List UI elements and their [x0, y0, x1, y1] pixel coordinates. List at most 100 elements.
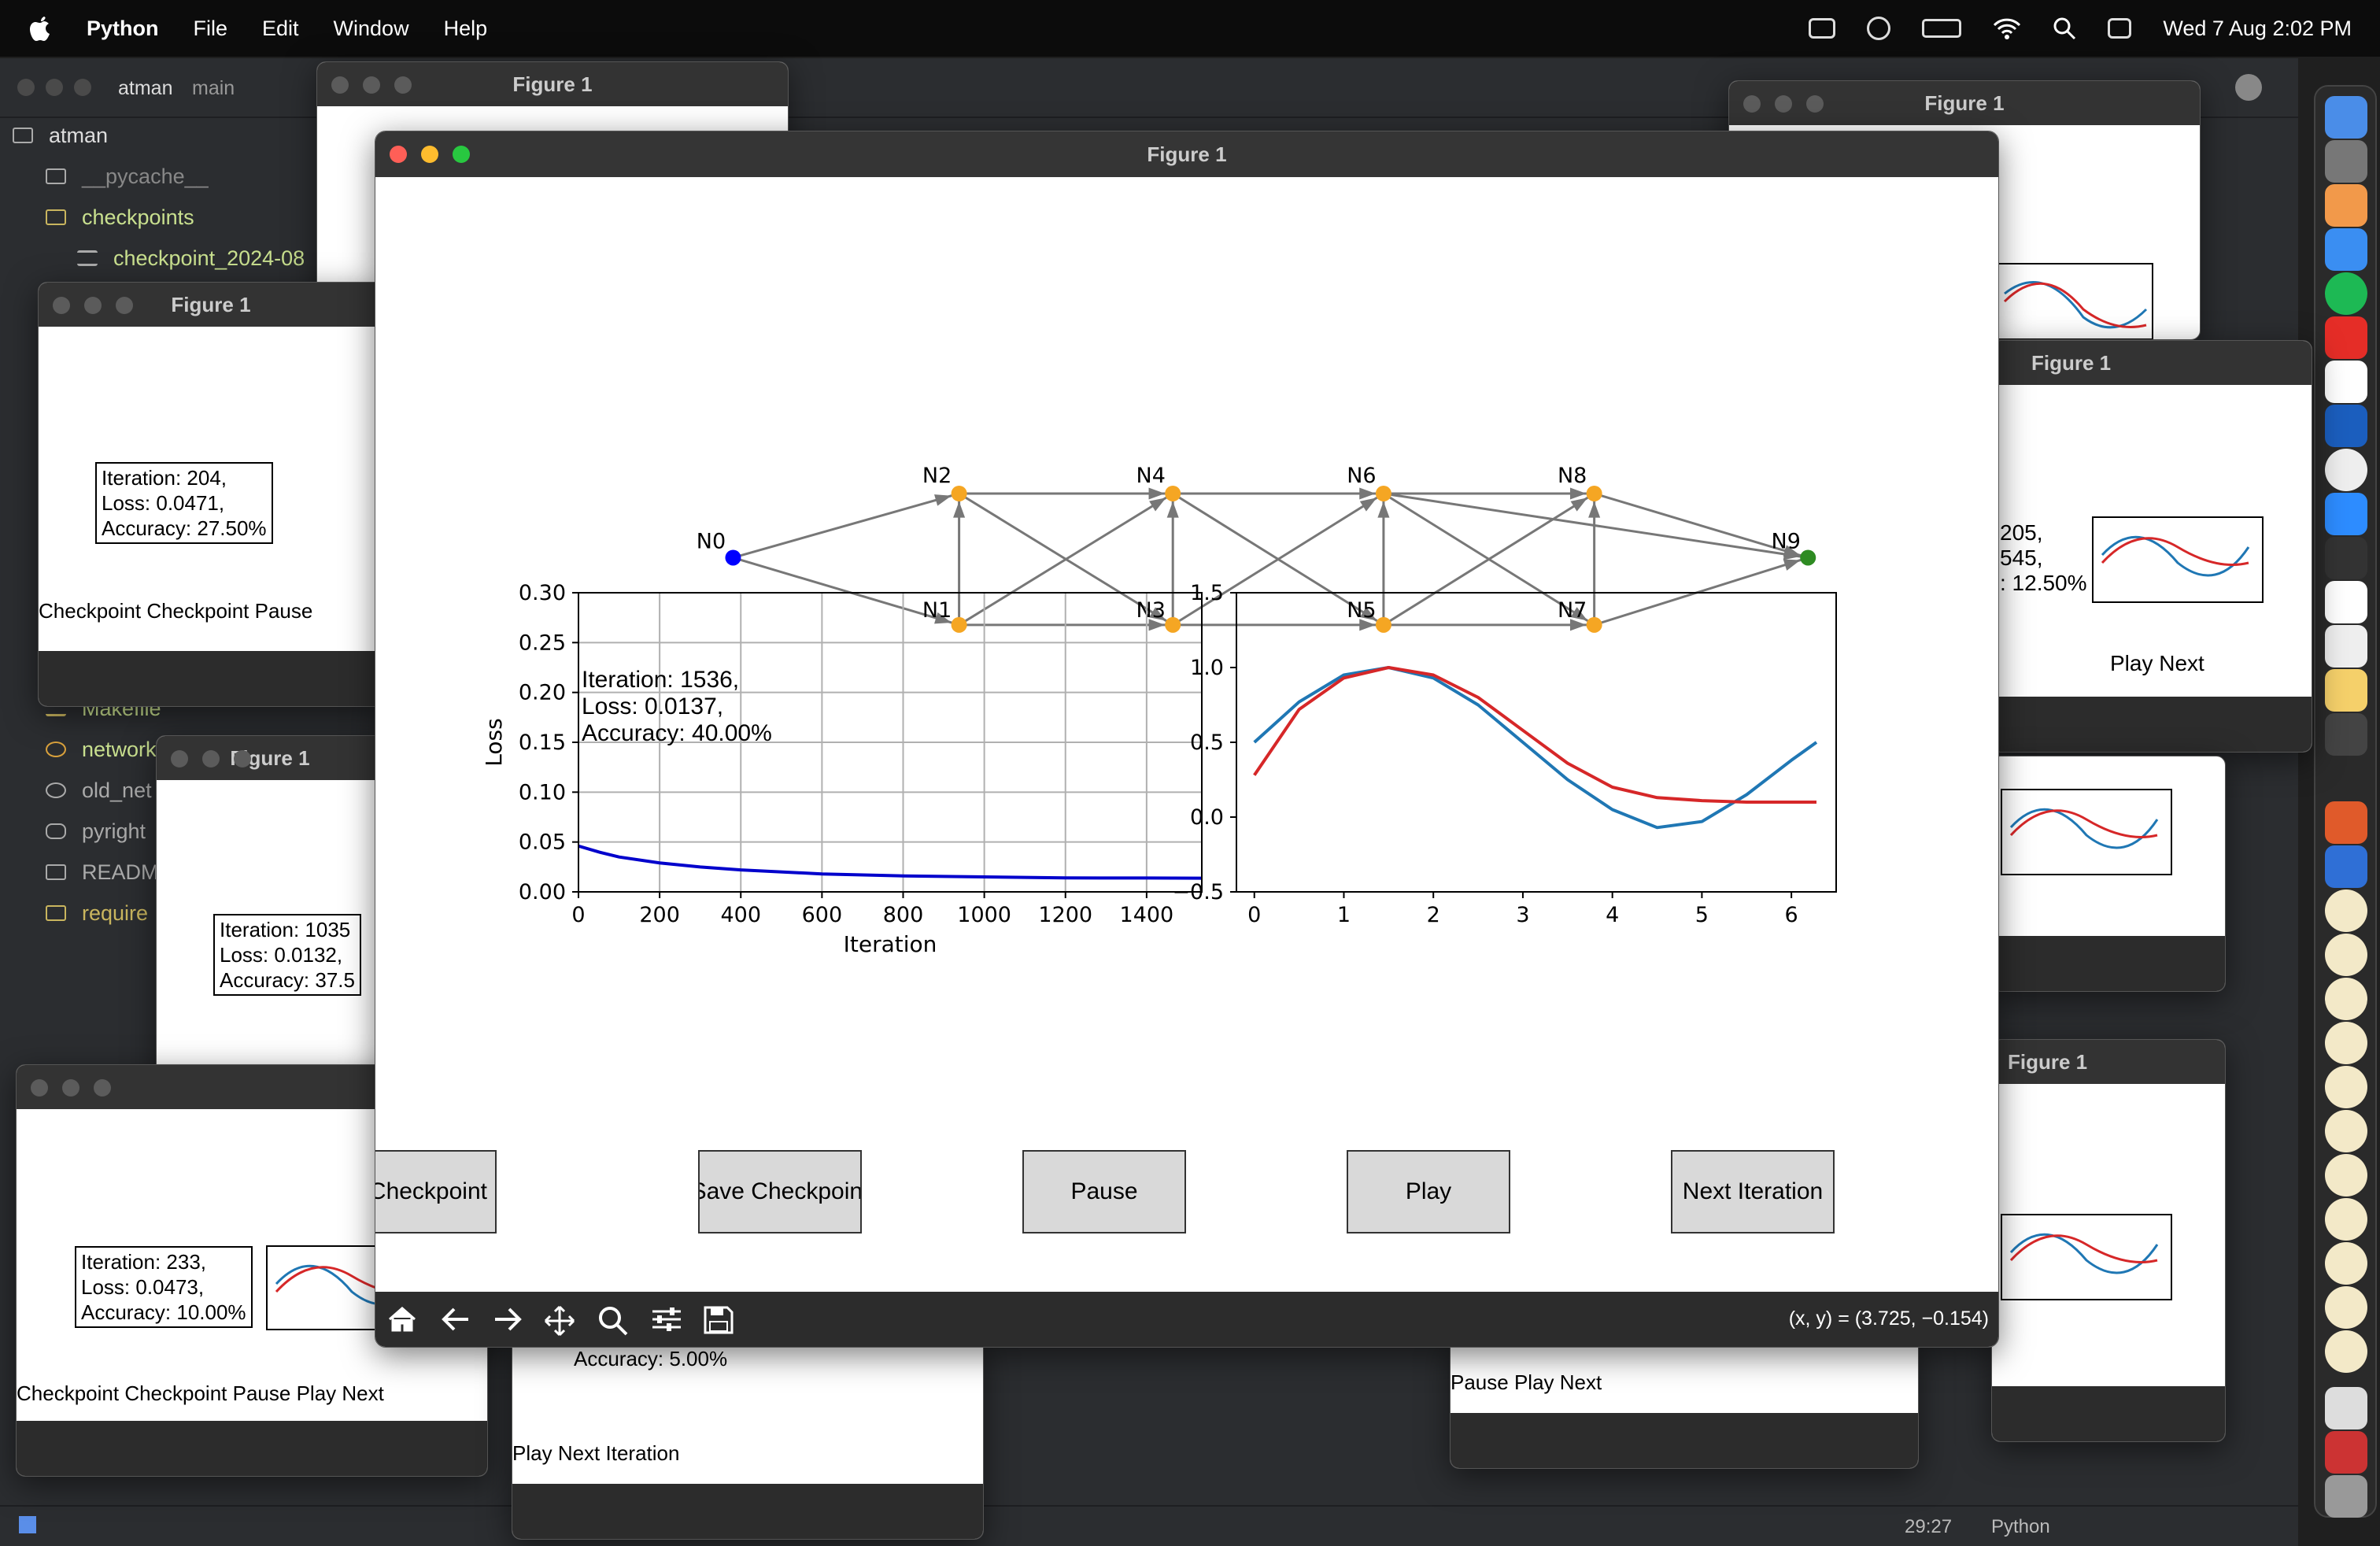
clock[interactable]: Wed 7 Aug 2:02 PM: [2163, 16, 2352, 40]
mini-iteration-label[interactable]: Iteration: [605, 1441, 680, 1465]
zoom-icon[interactable]: [597, 1305, 629, 1337]
menu-window[interactable]: Window: [333, 16, 409, 40]
control-center-icon[interactable]: [2108, 18, 2132, 39]
battery-icon[interactable]: [1922, 19, 1962, 38]
zoom-button[interactable]: [234, 750, 251, 767]
minimize-button[interactable]: [84, 297, 102, 314]
python-launcher-icon[interactable]: [2325, 978, 2367, 1020]
python-launcher-icon[interactable]: [2325, 1110, 2367, 1152]
branch-name[interactable]: main: [192, 77, 235, 99]
python-launcher-icon[interactable]: [2325, 1286, 2367, 1329]
downloads-icon[interactable]: [2325, 1431, 2367, 1474]
mini-pause-button[interactable]: Pause: [1451, 1370, 1509, 1394]
forward-icon[interactable]: [492, 1305, 523, 1333]
zoom-icon[interactable]: [2325, 493, 2367, 535]
tree-item-readme[interactable]: READM: [46, 852, 423, 893]
back-icon[interactable]: [440, 1305, 471, 1333]
ide-zoom-button[interactable]: [74, 79, 91, 96]
documents-icon[interactable]: [2325, 1387, 2367, 1429]
ide-minimize-button[interactable]: [46, 79, 63, 96]
close-button[interactable]: [31, 1079, 48, 1097]
minimize-button[interactable]: [1775, 95, 1792, 113]
search-icon[interactable]: [2053, 17, 2076, 40]
figure-window-back-bottom-right[interactable]: Pause Play Next: [1450, 1338, 1919, 1469]
spotify-icon[interactable]: [2325, 272, 2367, 315]
minimize-button[interactable]: [62, 1079, 79, 1097]
launchpad-icon[interactable]: [2325, 184, 2367, 227]
mini-next-button[interactable]: Next: [342, 1381, 384, 1405]
close-button[interactable]: [1743, 95, 1761, 113]
menu-help[interactable]: Help: [443, 16, 488, 40]
tree-item-checkpoint-file[interactable]: checkpoint_2024-08: [77, 238, 455, 279]
finder-window-icon[interactable]: [2325, 845, 2367, 888]
figure-window-back-right-bottom[interactable]: Figure 1: [1991, 1039, 2226, 1442]
mini-save-button[interactable]: Checkpoint: [146, 599, 249, 623]
figure-window-back-left-1[interactable]: Figure 1 Iteration: 204, Loss: 0.0471, A…: [38, 282, 384, 707]
figure-window-back-bottom[interactable]: Accuracy: 5.00% Play Next Iteration: [512, 1338, 984, 1540]
project-name[interactable]: atman: [118, 77, 173, 99]
tree-item-pycache[interactable]: __pycache__: [46, 156, 423, 197]
mini-save-button[interactable]: Checkpoint: [124, 1381, 227, 1405]
chatgpt-icon[interactable]: [2325, 449, 2367, 491]
minimize-button[interactable]: [363, 76, 380, 94]
tree-item-old-net[interactable]: old_net: [46, 770, 423, 811]
save-checkpoint-button[interactable]: Save Checkpoint: [698, 1150, 862, 1233]
apple-icon[interactable]: [28, 15, 52, 42]
play-button[interactable]: Play: [1347, 1150, 1510, 1233]
figure-window-back-right-mid[interactable]: [1991, 756, 2226, 992]
python-launcher-icon[interactable]: [2325, 1198, 2367, 1241]
close-button[interactable]: [331, 76, 349, 94]
cursor-position[interactable]: 29:27: [1905, 1516, 1953, 1537]
pause-button[interactable]: Pause: [1022, 1150, 1186, 1233]
mini-pause-button[interactable]: Pause: [254, 599, 313, 623]
tree-item-requirements[interactable]: require: [46, 893, 423, 934]
app-menu[interactable]: Python: [87, 16, 159, 40]
home-icon[interactable]: [386, 1305, 418, 1333]
minimize-button[interactable]: [202, 750, 220, 767]
mini-play-button[interactable]: Play: [2110, 651, 2153, 675]
python-launcher-icon[interactable]: [2325, 1242, 2367, 1285]
brave-icon[interactable]: [2325, 801, 2367, 844]
mini-load-button[interactable]: Checkpoint: [17, 1381, 120, 1405]
figure-window-main[interactable]: Figure 1 N0 N1 N2 N3 N4 N5 N6 N7 N8 N9 0 200 400 600…: [375, 131, 1999, 1348]
tree-item-pyright[interactable]: pyright: [46, 811, 423, 852]
reminders-icon[interactable]: [2325, 625, 2367, 668]
ide-close-button[interactable]: [17, 79, 35, 96]
zoom-button[interactable]: [94, 1079, 111, 1097]
mini-load-button[interactable]: Checkpoint: [39, 599, 142, 623]
mini-play-button[interactable]: Play: [512, 1441, 552, 1465]
pan-icon[interactable]: [544, 1305, 575, 1337]
language-indicator[interactable]: Python: [1991, 1516, 2050, 1537]
zoom-button[interactable]: [453, 146, 470, 163]
focus-icon[interactable]: [1867, 17, 1891, 40]
trash-icon[interactable]: [2325, 1475, 2367, 1518]
mini-next-button[interactable]: Next: [2159, 651, 2204, 675]
zoom-button[interactable]: [1806, 95, 1824, 113]
avatar[interactable]: [2235, 74, 2262, 101]
outlook-icon[interactable]: [2325, 405, 2367, 447]
python-launcher-icon[interactable]: [2325, 890, 2367, 932]
project-icon[interactable]: [19, 1516, 36, 1533]
minimize-button[interactable]: [421, 146, 438, 163]
close-button[interactable]: [53, 297, 70, 314]
pages-icon[interactable]: [2325, 537, 2367, 579]
notes-icon[interactable]: [2325, 669, 2367, 712]
python-launcher-icon[interactable]: [2325, 1330, 2367, 1373]
keyboard-icon[interactable]: [1809, 18, 1836, 39]
close-button[interactable]: [171, 750, 188, 767]
tree-item-atman[interactable]: atman: [13, 115, 390, 156]
figure-window-back-right[interactable]: Figure 1 205, 545, : 12.50% Play Next: [1991, 340, 2312, 753]
menu-file[interactable]: File: [193, 16, 228, 40]
next-iteration-button[interactable]: Next Iteration: [1671, 1150, 1835, 1233]
tree-item-network[interactable]: network: [46, 729, 423, 770]
zoom-button[interactable]: [394, 76, 412, 94]
youtube-icon[interactable]: [2325, 316, 2367, 359]
menu-edit[interactable]: Edit: [262, 16, 299, 40]
load-checkpoint-button[interactable]: Load Checkpoint: [375, 1150, 497, 1233]
slack-icon[interactable]: [2325, 361, 2367, 403]
tree-item-checkpoints[interactable]: checkpoints: [46, 197, 423, 238]
python-launcher-icon[interactable]: [2325, 934, 2367, 976]
safari-icon[interactable]: [2325, 228, 2367, 271]
python-launcher-icon[interactable]: [2325, 1154, 2367, 1196]
